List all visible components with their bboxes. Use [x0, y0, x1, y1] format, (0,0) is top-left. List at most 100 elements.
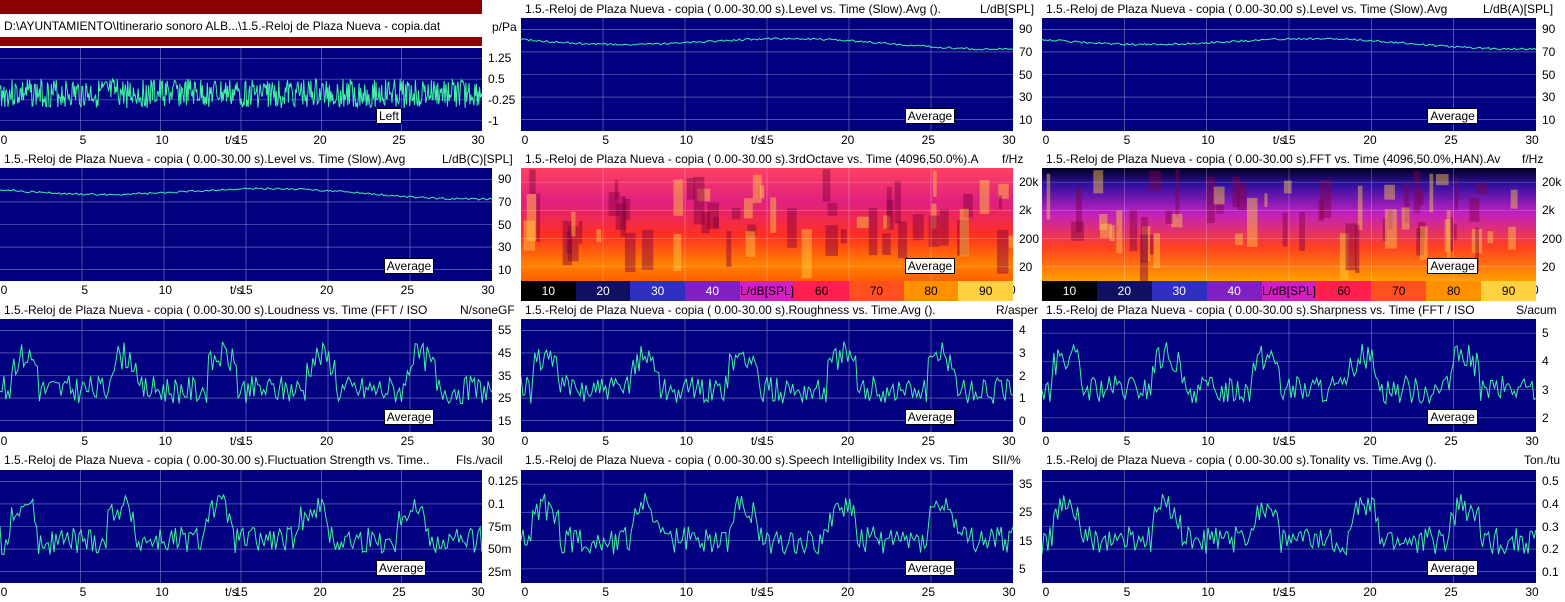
panel-title: 1.5.-Reloj de Plaza Nueva - copia ( 0.00…	[525, 152, 979, 166]
plot-area[interactable]	[0, 48, 482, 131]
y-tick-label: 50m	[488, 542, 512, 557]
panel-unit: p/Pa	[490, 20, 517, 34]
spectrogram-texture	[1165, 210, 1173, 224]
x-tick-label: 5	[1123, 133, 1131, 147]
y-tick-label: 30	[1019, 90, 1033, 105]
spectrogram-texture	[1171, 213, 1183, 228]
spectrogram-texture	[801, 229, 812, 279]
average-label: Average	[375, 560, 427, 576]
x-axis-unit: t/s	[750, 133, 764, 147]
average-label: Left	[375, 108, 402, 124]
spectrogram-texture	[1444, 219, 1451, 252]
spectrogram-texture	[747, 224, 757, 237]
panel-unit: R/asper	[994, 303, 1039, 317]
spectrogram-texture	[1216, 203, 1224, 214]
spectrogram-texture	[1487, 231, 1494, 244]
x-tick-label: 20	[1363, 585, 1377, 599]
panel-title: 1.5.-Reloj de Plaza Nueva - copia ( 0.00…	[1046, 2, 1448, 16]
x-axis-unit: t/s	[229, 434, 243, 448]
colorbar-tick: 30	[630, 281, 686, 301]
x-tick-label: 0	[521, 585, 529, 599]
panel-title: 1.5.-Reloj de Plaza Nueva - copia ( 0.00…	[4, 303, 428, 317]
y-tick-label: 4	[1019, 323, 1026, 338]
colorbar-tick: 30	[1151, 281, 1207, 301]
panel-title: 1.5.-Reloj de Plaza Nueva - copia ( 0.00…	[1046, 303, 1475, 317]
y-tick-label: 15	[1019, 533, 1033, 548]
y-tick-label: 3	[1542, 382, 1549, 397]
average-label: Average	[904, 258, 956, 274]
x-tick-label: 30	[1002, 585, 1016, 599]
data-trace	[0, 187, 492, 201]
x-tick-label: 5	[79, 585, 87, 599]
colorbar-tick: 40	[1206, 281, 1262, 301]
spectrogram-texture	[787, 208, 797, 248]
x-tick-label: 25	[392, 585, 406, 599]
spectrogram-texture	[1354, 224, 1360, 274]
plot-svg	[521, 470, 1013, 583]
panel-title: 1.5.-Reloj de Plaza Nueva - copia ( 0.00…	[525, 453, 968, 467]
average-label: Average	[904, 409, 956, 425]
spectrogram-texture	[928, 215, 940, 247]
spectrogram-texture	[894, 181, 901, 224]
y-tick-label: 45	[498, 345, 512, 360]
spectrogram-texture	[840, 229, 847, 244]
y-tick-label: 3	[1019, 345, 1026, 360]
spectrogram-texture	[1435, 174, 1449, 186]
spectrogram-texture	[1283, 180, 1292, 194]
spectrogram-texture	[1299, 211, 1305, 251]
spectrogram-texture	[596, 229, 602, 243]
x-tick-label: 10	[1201, 585, 1215, 599]
colorbar-tick: 90	[958, 281, 1014, 301]
y-tick-label: 30	[1542, 90, 1556, 105]
spectrogram-texture	[959, 208, 969, 257]
y-tick-label: 2	[1542, 410, 1549, 425]
y-tick-label: 200	[1542, 231, 1563, 246]
x-axis-unit: t/s	[229, 283, 243, 297]
spectrogram-texture	[1384, 209, 1397, 249]
x-tick-label: 10	[158, 283, 173, 297]
plot-svg	[1042, 319, 1536, 432]
spectrogram-texture	[1471, 228, 1483, 254]
spectrogram-texture	[1282, 212, 1288, 247]
colorbar-3rd-octave: 10 20 30 40 L/dB[SPL] 60 70 80 90	[521, 281, 1014, 301]
y-tick-label: 1.25	[488, 51, 512, 66]
spectrogram-texture	[693, 177, 705, 225]
spectrogram-texture	[957, 220, 969, 256]
panel-unit: SII/%	[990, 453, 1021, 467]
x-tick-label: 10	[1201, 434, 1215, 448]
panel-unit: S/acum	[1514, 303, 1557, 317]
panel-title: 1.5.-Reloj de Plaza Nueva - copia ( 0.00…	[4, 152, 406, 166]
y-tick-label: 90	[1542, 22, 1556, 37]
spectrogram-texture	[707, 202, 719, 229]
data-trace	[1042, 493, 1536, 557]
spectrogram-texture	[1475, 227, 1479, 272]
spectrogram-texture	[1446, 210, 1451, 260]
waveform-zoom-bar[interactable]	[0, 37, 482, 46]
x-tick-label: 20	[1363, 133, 1377, 147]
colorbar-tick: 70	[849, 281, 904, 301]
x-tick-label: 15	[760, 133, 774, 147]
colorbar-tick: 60	[1316, 281, 1372, 301]
x-tick-label: 0	[1042, 133, 1050, 147]
x-tick-label: 30	[1002, 133, 1016, 147]
spectrogram-texture	[726, 230, 732, 268]
spectrogram-texture	[1235, 233, 1243, 246]
x-tick-label: 5	[1123, 585, 1131, 599]
spectrogram-texture	[1429, 173, 1434, 213]
spectrogram-texture	[1453, 223, 1457, 241]
spectrogram-texture	[760, 185, 765, 199]
spectrogram-texture	[566, 231, 572, 254]
x-axis-unit: t/s	[1272, 434, 1286, 448]
x-tick-label: 20	[1363, 434, 1377, 448]
x-tick-label: 5	[602, 434, 609, 448]
x-tick-label: 10	[679, 434, 694, 448]
top-scrollbar[interactable]	[0, 0, 482, 14]
x-tick-label: 5	[1123, 434, 1131, 448]
spectrogram-texture	[614, 180, 619, 200]
spectrogram-texture	[868, 208, 878, 256]
spectrogram-texture	[1318, 200, 1324, 221]
x-tick-label: 30	[481, 434, 495, 448]
spectrogram-texture	[701, 212, 710, 234]
y-tick-label: 20k	[1019, 175, 1039, 190]
spectrogram-texture	[523, 220, 536, 251]
